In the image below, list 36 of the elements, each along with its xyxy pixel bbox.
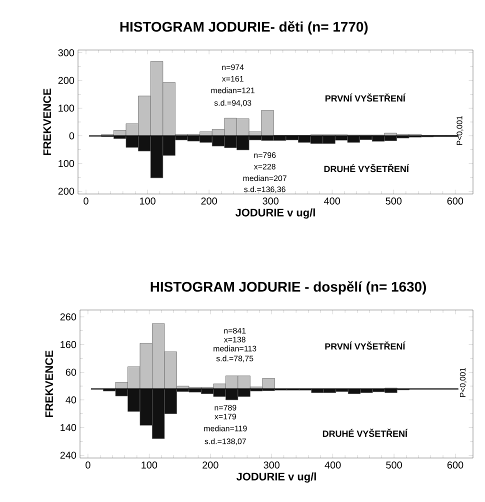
x-tick-label: 400 <box>324 198 340 205</box>
x-axis-title: JODURIE v ug/l <box>235 208 315 219</box>
x-tick-label: 600 <box>447 198 464 205</box>
chart-title: HISTOGRAM JODURIE - dospělí (n= 1630) <box>150 281 426 294</box>
y-axis-title: FREKVENCE <box>43 88 52 156</box>
x-tick-label: 300 <box>262 198 279 205</box>
annotation: PRVNÍ VYŠETŘENÍ <box>325 341 406 350</box>
x-tick-label: 0 <box>86 462 90 469</box>
y-tick-label: 100 <box>58 160 74 168</box>
annotation: DRUHÉ VYŠETŘENÍ <box>322 428 408 437</box>
y-tick-label: 200 <box>58 76 74 84</box>
y-tick-label: 40 <box>66 396 76 404</box>
x-tick-label: 600 <box>447 462 464 469</box>
y-tick-label: 300 <box>58 49 74 56</box>
x-tick-label: 500 <box>386 198 402 205</box>
y-tick-label: 160 <box>60 341 76 348</box>
y-tick-label: 200 <box>58 188 74 195</box>
x-tick-label: 0 <box>84 198 88 205</box>
annotation: DRUHÉ VYŠETŘENÍ <box>324 164 410 172</box>
x-tick-label: 100 <box>142 462 158 469</box>
y-tick-label: 60 <box>66 368 76 376</box>
y-tick-label: 100 <box>58 104 74 112</box>
y-axis-title: FREKVENCE <box>45 350 54 418</box>
annotation: PRVNÍ VYŠETŘENÍ <box>325 93 406 102</box>
y-tick-label: 240 <box>60 452 76 459</box>
x-tick-label: 500 <box>386 462 402 469</box>
x-tick-label: 200 <box>202 462 218 469</box>
x-tick-label: 300 <box>264 462 280 469</box>
y-tick-label: 0 <box>69 132 74 140</box>
x-tick-label: 100 <box>140 198 156 205</box>
chart-title: HISTOGRAM JODURIE- děti (n= 1770) <box>120 21 368 34</box>
x-axis-title: JODURIE v ug/l <box>236 472 316 483</box>
x-tick-label: 400 <box>324 462 341 469</box>
x-tick-label: 200 <box>201 198 217 205</box>
y-tick-label: 140 <box>60 424 76 432</box>
y-tick-label: 260 <box>60 313 76 320</box>
